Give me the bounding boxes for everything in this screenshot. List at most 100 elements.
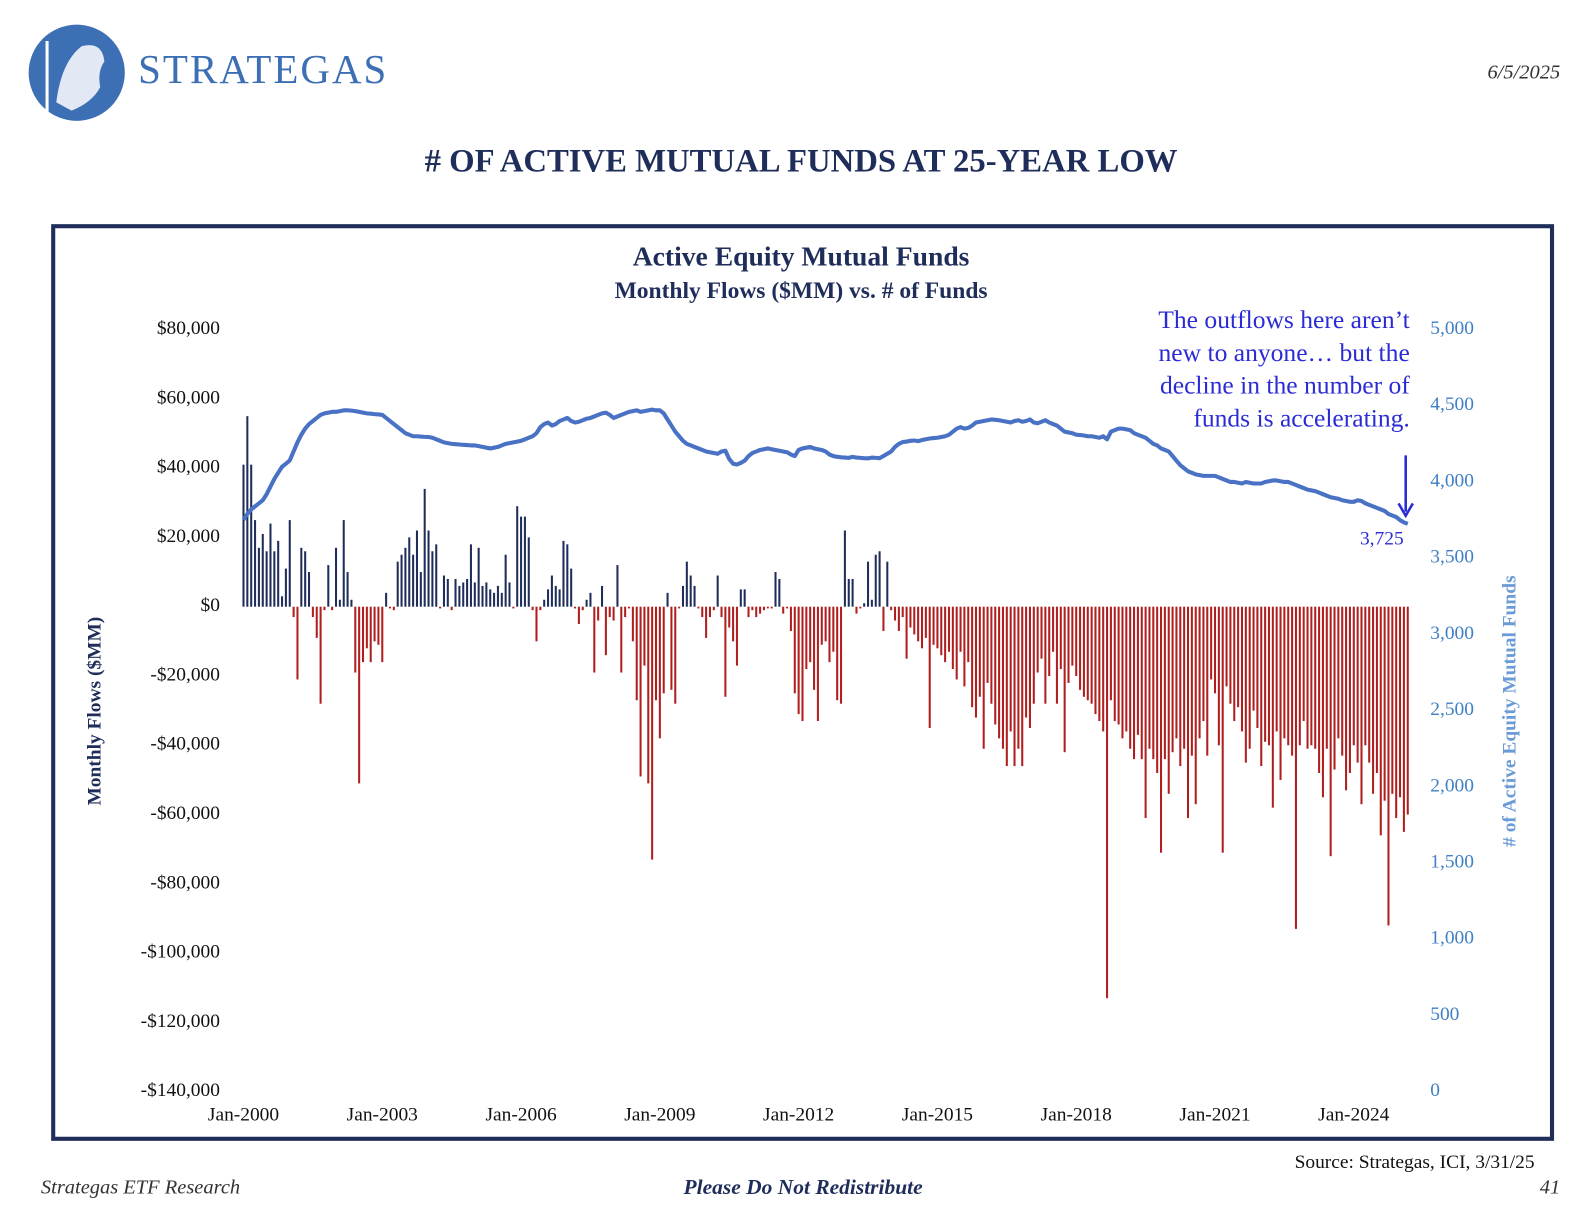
bar (1090, 606, 1093, 704)
bar (1291, 606, 1294, 756)
bar (1013, 606, 1016, 767)
bar (774, 572, 777, 607)
bar (813, 606, 816, 690)
bar (990, 606, 993, 704)
bar (616, 565, 619, 607)
x-tick-label: Jan-2012 (763, 1105, 834, 1126)
y2-tick-label: 2,000 (1430, 775, 1474, 796)
bar (1063, 606, 1066, 753)
bar (570, 568, 573, 607)
annotation: The outflows here aren’t (1158, 305, 1410, 334)
bar (720, 606, 723, 618)
bar (308, 572, 311, 607)
bar (1136, 606, 1139, 735)
bar (1125, 606, 1128, 732)
bar (708, 606, 711, 618)
y-tick-label: -$40,000 (150, 734, 220, 755)
bar (870, 599, 873, 607)
bar (909, 606, 912, 628)
bar (419, 572, 422, 607)
bar (1036, 606, 1039, 673)
bar (242, 464, 245, 607)
chart-title: Active Equity Mutual Funds (633, 240, 970, 271)
y-tick-label: -$120,000 (141, 1011, 220, 1032)
y-tick-label: -$80,000 (150, 872, 220, 893)
bar (913, 606, 916, 635)
bar (1183, 606, 1186, 749)
bar (574, 606, 577, 609)
bar (535, 606, 538, 642)
y2-axis-title: # of Active Equity Mutual Funds (1500, 575, 1521, 847)
bar (392, 606, 395, 611)
bar (843, 530, 846, 607)
bar (1044, 606, 1047, 704)
bar (805, 606, 808, 670)
bar (1379, 606, 1382, 836)
bar (759, 606, 762, 614)
bar (327, 565, 330, 607)
bar (1098, 606, 1101, 722)
y-tick-label: $80,000 (157, 318, 220, 339)
bar (466, 578, 469, 607)
bar (1387, 606, 1390, 926)
bar (1113, 606, 1116, 722)
bar (1206, 606, 1209, 756)
y-tick-label: $40,000 (157, 457, 220, 478)
bar (358, 606, 361, 784)
bar (354, 606, 357, 673)
bar (797, 606, 800, 715)
bar (334, 547, 338, 607)
bar (342, 520, 345, 607)
bar (1121, 606, 1124, 739)
bar (624, 606, 627, 618)
bar (627, 606, 631, 609)
bar (924, 606, 927, 638)
bar (1221, 606, 1224, 853)
bar (743, 589, 746, 607)
bar (1395, 606, 1398, 819)
bar (1094, 606, 1097, 715)
bar (955, 606, 958, 680)
bar (963, 606, 966, 687)
bar (1399, 606, 1402, 798)
bar (1225, 606, 1228, 687)
bar (589, 592, 592, 607)
date: 6/5/2025 (1487, 61, 1560, 83)
bar (593, 606, 596, 673)
bar (816, 606, 819, 722)
bar (1318, 606, 1321, 773)
bar (427, 530, 430, 607)
y2-tick-label: 500 (1430, 1004, 1459, 1025)
bar (508, 582, 511, 607)
bar (1244, 606, 1247, 763)
bar (1260, 606, 1263, 767)
bar (836, 606, 839, 701)
bar (735, 606, 738, 666)
bar (601, 585, 604, 607)
x-tick-label: Jan-2009 (624, 1105, 695, 1126)
bar (724, 606, 727, 697)
bar (1345, 606, 1348, 791)
y2-tick-label: 1,500 (1430, 852, 1474, 873)
bar (782, 606, 785, 614)
bar (365, 606, 368, 649)
bar (1210, 606, 1213, 680)
bar (974, 606, 977, 718)
y2-tick-label: 4,000 (1430, 470, 1474, 491)
bar (1198, 606, 1201, 739)
bar (361, 606, 365, 663)
bar (1179, 606, 1182, 767)
bar (304, 551, 307, 607)
bar (254, 520, 257, 607)
x-tick-label: Jan-2018 (1041, 1105, 1112, 1126)
bar (1287, 606, 1290, 746)
bar (1391, 606, 1394, 794)
bar (1368, 606, 1371, 763)
bar (944, 606, 947, 663)
bar (604, 606, 607, 656)
bar (1341, 606, 1344, 756)
bar (670, 606, 673, 690)
y-tick-label: -$140,000 (141, 1080, 220, 1101)
bar (400, 554, 403, 607)
bar (554, 585, 557, 607)
